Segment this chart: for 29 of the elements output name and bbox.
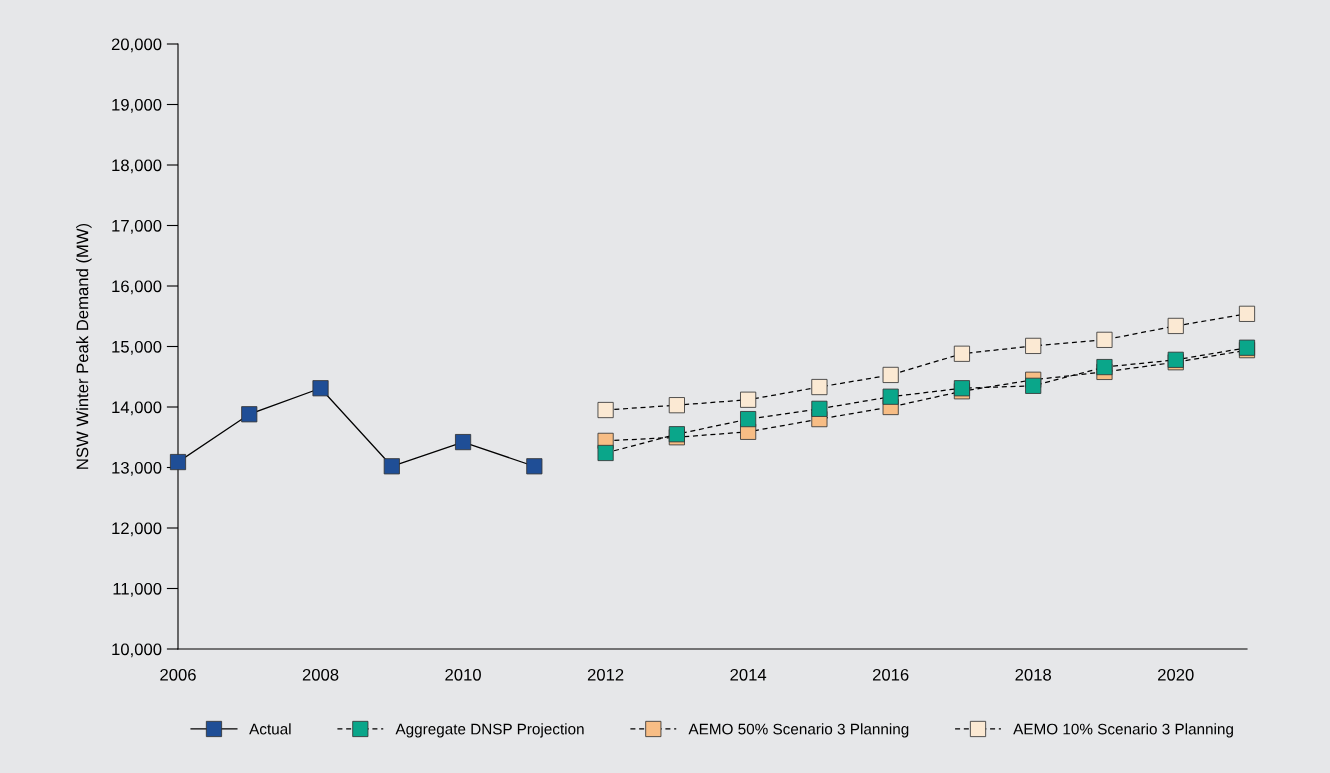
- x-tick-label: 2020: [1158, 668, 1194, 681]
- point: [740, 391, 757, 408]
- legend-label: Aggregate DNSP Projection: [395, 723, 584, 738]
- x-tick-label: 2008: [302, 668, 339, 681]
- y-tick-label: 13,000: [112, 461, 162, 476]
- y-tick-label: 11,000: [113, 582, 162, 597]
- legend-label: Actual: [249, 723, 291, 735]
- point: [169, 454, 187, 471]
- y-axis-title: NSW Winter Peak Demand (MW): [76, 223, 92, 469]
- legend-label: AEMO 10% Scenario 3 Planning: [1013, 723, 1233, 738]
- y-tick-label: 15,000: [112, 340, 162, 355]
- x-tick-label: 2012: [587, 668, 624, 681]
- x-tick-label: 2014: [730, 668, 767, 681]
- x-tick-label: 2010: [445, 668, 481, 681]
- y-tick-label: 17,000: [112, 219, 162, 234]
- legend-label: AEMO 50% Scenario 3 Planning: [688, 723, 909, 738]
- y-tick-label: 20,000: [111, 38, 162, 53]
- y-tick-label: 18,000: [112, 159, 162, 174]
- y-tick-label: 16,000: [112, 280, 162, 295]
- y-tick-label: 12,000: [112, 522, 162, 537]
- y-tick-label: 14,000: [112, 401, 162, 416]
- x-tick-label: 2006: [160, 668, 196, 681]
- y-tick-label: 10,000: [112, 643, 162, 658]
- point: [455, 434, 472, 451]
- point: [882, 366, 899, 383]
- y-tick-label: 19,000: [112, 98, 162, 113]
- x-tick-label: 2018: [1015, 668, 1052, 681]
- point: [1238, 305, 1256, 322]
- x-tick-label: 2016: [872, 668, 909, 681]
